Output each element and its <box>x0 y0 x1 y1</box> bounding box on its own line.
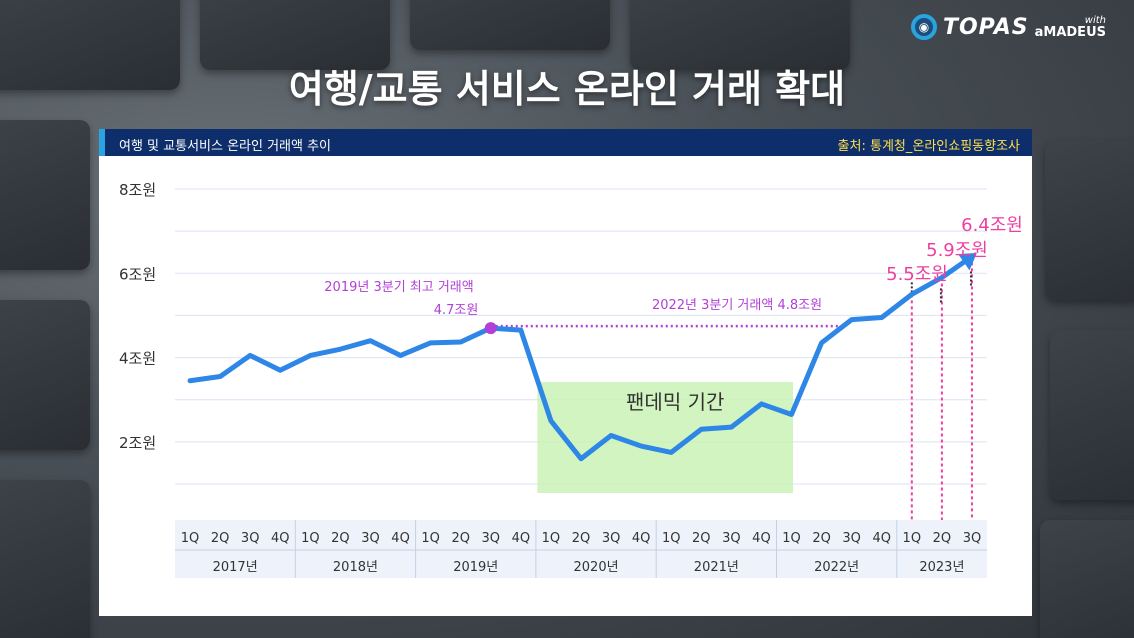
quarter-label: 3Q <box>241 531 260 546</box>
quarter-label: 1Q <box>903 531 922 546</box>
logo-partner: aMADEUS <box>1034 24 1106 40</box>
year-label: 2020년 <box>574 560 619 575</box>
y-tick-label: 2조원 <box>119 434 156 452</box>
quarter-label: 1Q <box>421 531 440 546</box>
x-axis-band <box>175 520 987 578</box>
header-accent <box>99 129 105 156</box>
quarter-label: 1Q <box>782 531 801 546</box>
series-arrowhead <box>958 252 977 271</box>
quarter-label: 4Q <box>271 531 290 546</box>
series-line <box>187 253 975 462</box>
year-label: 2019년 <box>453 560 498 575</box>
year-label: 2023년 <box>919 560 964 575</box>
quarter-label: 2Q <box>211 531 230 546</box>
value-label-2023: 5.5조원 <box>886 264 948 285</box>
logo-brand: TOPAS <box>942 14 1029 40</box>
quarter-label: 3Q <box>482 531 501 546</box>
slide-title: 여행/교통 서비스 온라인 거래 확대 <box>288 67 846 111</box>
year-label: 2021년 <box>694 560 739 575</box>
peak-annotation-label: 2019년 3분기 최고 거래액 <box>324 280 473 295</box>
peak-point <box>484 322 497 335</box>
quarter-label: 2Q <box>692 531 711 546</box>
quarter-label: 3Q <box>602 531 621 546</box>
quarter-label: 3Q <box>963 531 982 546</box>
quarter-label: 4Q <box>872 531 891 546</box>
peak-annotation-value: 4.7조원 <box>434 303 479 318</box>
logo-with: with <box>1084 14 1106 26</box>
quarter-label: 2Q <box>451 531 470 546</box>
quarter-label: 4Q <box>752 531 771 546</box>
y-tick-label: 4조원 <box>119 350 156 368</box>
value-label-2023: 5.9조원 <box>926 240 988 261</box>
quarter-label: 2Q <box>572 531 591 546</box>
quarter-label: 2Q <box>331 531 350 546</box>
topas-amadeus-logo: ◉ TOPAS with aMADEUS <box>910 14 1106 40</box>
y-tick-label: 8조원 <box>119 181 156 199</box>
y-tick-label: 6조원 <box>119 265 156 283</box>
quarter-label: 1Q <box>301 531 320 546</box>
quarter-label: 3Q <box>361 531 380 546</box>
value-label-2023: 6.4조원 <box>961 215 1023 236</box>
chart-header: 여행 및 교통서비스 온라인 거래액 추이 출처: 통계청_온라인쇼핑동향조사 <box>99 129 1032 156</box>
quarter-label: 3Q <box>722 531 741 546</box>
pandemic-region <box>537 382 794 493</box>
annotation-2022: 2022년 3분기 거래액 4.8조원 <box>652 298 822 313</box>
quarter-label: 4Q <box>512 531 531 546</box>
quarter-label: 2Q <box>812 531 831 546</box>
quarter-label: 1Q <box>542 531 561 546</box>
quarter-label: 1Q <box>662 531 681 546</box>
year-label: 2022년 <box>814 560 859 575</box>
chart-panel: 여행 및 교통서비스 온라인 거래액 추이 출처: 통계청_온라인쇼핑동향조사 … <box>99 129 1032 616</box>
quarter-label: 2Q <box>933 531 952 546</box>
quarter-label: 1Q <box>181 531 200 546</box>
quarter-label: 3Q <box>842 531 861 546</box>
quarter-label: 4Q <box>391 531 410 546</box>
quarter-label: 4Q <box>632 531 651 546</box>
chart-title: 여행 및 교통서비스 온라인 거래액 추이 <box>119 139 332 154</box>
pandemic-label: 팬데믹 기간 <box>626 390 724 414</box>
chart-source: 출처: 통계청_온라인쇼핑동향조사 <box>837 139 1020 154</box>
year-label: 2018년 <box>333 560 378 575</box>
year-label: 2017년 <box>213 560 258 575</box>
topas-circle-icon: ◉ <box>910 14 937 40</box>
